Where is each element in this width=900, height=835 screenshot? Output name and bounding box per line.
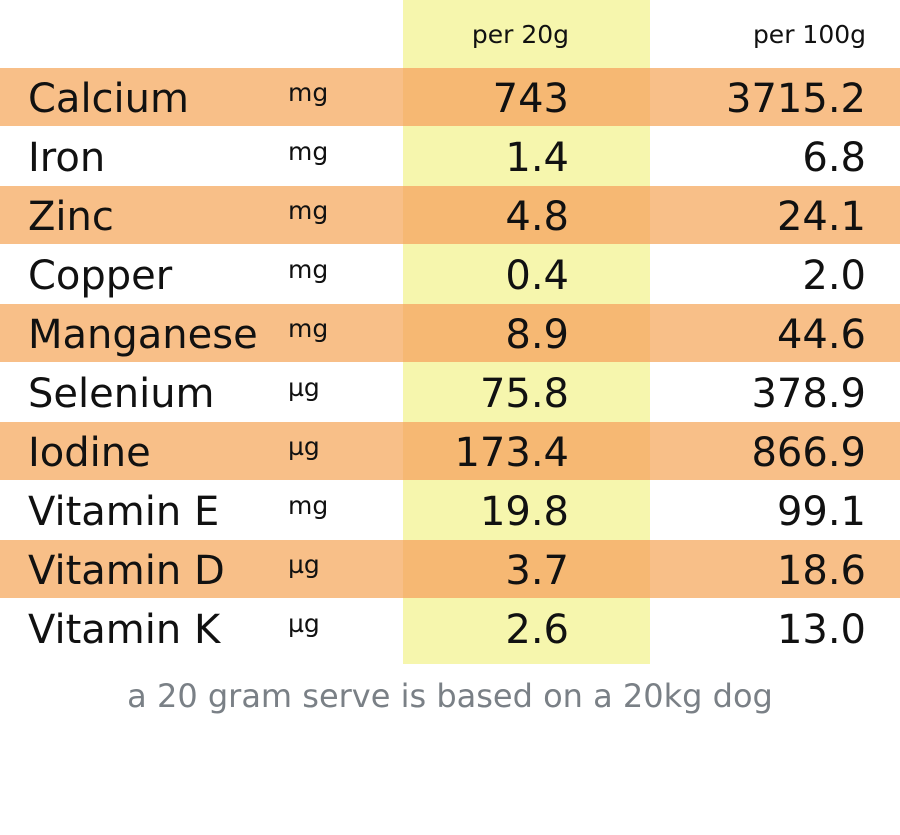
value-per-20g: 1.4 (505, 135, 569, 181)
header-per-20g: per 20g (471, 20, 569, 49)
nutrient-unit: mg (288, 255, 329, 284)
value-per-20g: 19.8 (479, 489, 569, 535)
nutrient-unit: mg (288, 137, 329, 166)
value-per-100g: 99.1 (776, 489, 866, 535)
nutrient-name: Vitamin E (28, 489, 220, 535)
nutrient-name: Manganese (28, 312, 258, 358)
value-per-100g: 3715.2 (726, 76, 866, 122)
value-per-100g: 44.6 (776, 312, 866, 358)
value-per-100g: 13.0 (776, 607, 866, 653)
value-per-20g: 173.4 (454, 430, 569, 476)
nutrient-name: Vitamin D (28, 548, 225, 594)
table-row: Vitamin D µg 3.7 18.6 (0, 540, 900, 598)
value-per-20g: 4.8 (505, 194, 569, 240)
nutrient-unit: µg (288, 609, 320, 638)
nutrient-unit: mg (288, 78, 329, 107)
table-row: Manganese mg 8.9 44.6 (0, 304, 900, 362)
value-per-20g: 75.8 (479, 371, 569, 417)
table-row: Copper mg 0.4 2.0 (0, 245, 900, 303)
value-per-100g: 378.9 (751, 371, 866, 417)
value-per-20g: 8.9 (505, 312, 569, 358)
table-row: Vitamin E mg 19.8 99.1 (0, 481, 900, 539)
nutrient-unit: µg (288, 373, 320, 402)
nutrient-unit: µg (288, 432, 320, 461)
header-per-100g: per 100g (752, 20, 866, 49)
nutrient-unit: mg (288, 314, 329, 343)
nutrient-name: Selenium (28, 371, 215, 417)
nutrient-name: Calcium (28, 76, 189, 122)
value-per-100g: 18.6 (776, 548, 866, 594)
nutrient-unit: mg (288, 491, 329, 520)
table-row: Iron mg 1.4 6.8 (0, 127, 900, 185)
value-per-20g: 0.4 (505, 253, 569, 299)
value-per-20g: 743 (492, 76, 569, 122)
table-row: Zinc mg 4.8 24.1 (0, 186, 900, 244)
table-row: Selenium µg 75.8 378.9 (0, 363, 900, 421)
value-per-100g: 24.1 (776, 194, 866, 240)
nutrient-name: Copper (28, 253, 173, 299)
nutrient-name: Zinc (28, 194, 114, 240)
value-per-100g: 2.0 (802, 253, 866, 299)
table-row: Iodine µg 173.4 866.9 (0, 422, 900, 480)
table-row: Vitamin K µg 2.6 13.0 (0, 599, 900, 657)
nutrient-name: Iron (28, 135, 106, 181)
value-per-20g: 2.6 (505, 607, 569, 653)
nutrient-name: Vitamin K (28, 607, 221, 653)
nutrient-unit: mg (288, 196, 329, 225)
value-per-100g: 6.8 (802, 135, 866, 181)
value-per-100g: 866.9 (751, 430, 866, 476)
nutrient-unit: µg (288, 550, 320, 579)
serving-footnote: a 20 gram serve is based on a 20kg dog (127, 677, 773, 715)
nutrient-name: Iodine (28, 430, 151, 476)
table-row: Calcium mg 743 3715.2 (0, 68, 900, 126)
value-per-20g: 3.7 (505, 548, 569, 594)
